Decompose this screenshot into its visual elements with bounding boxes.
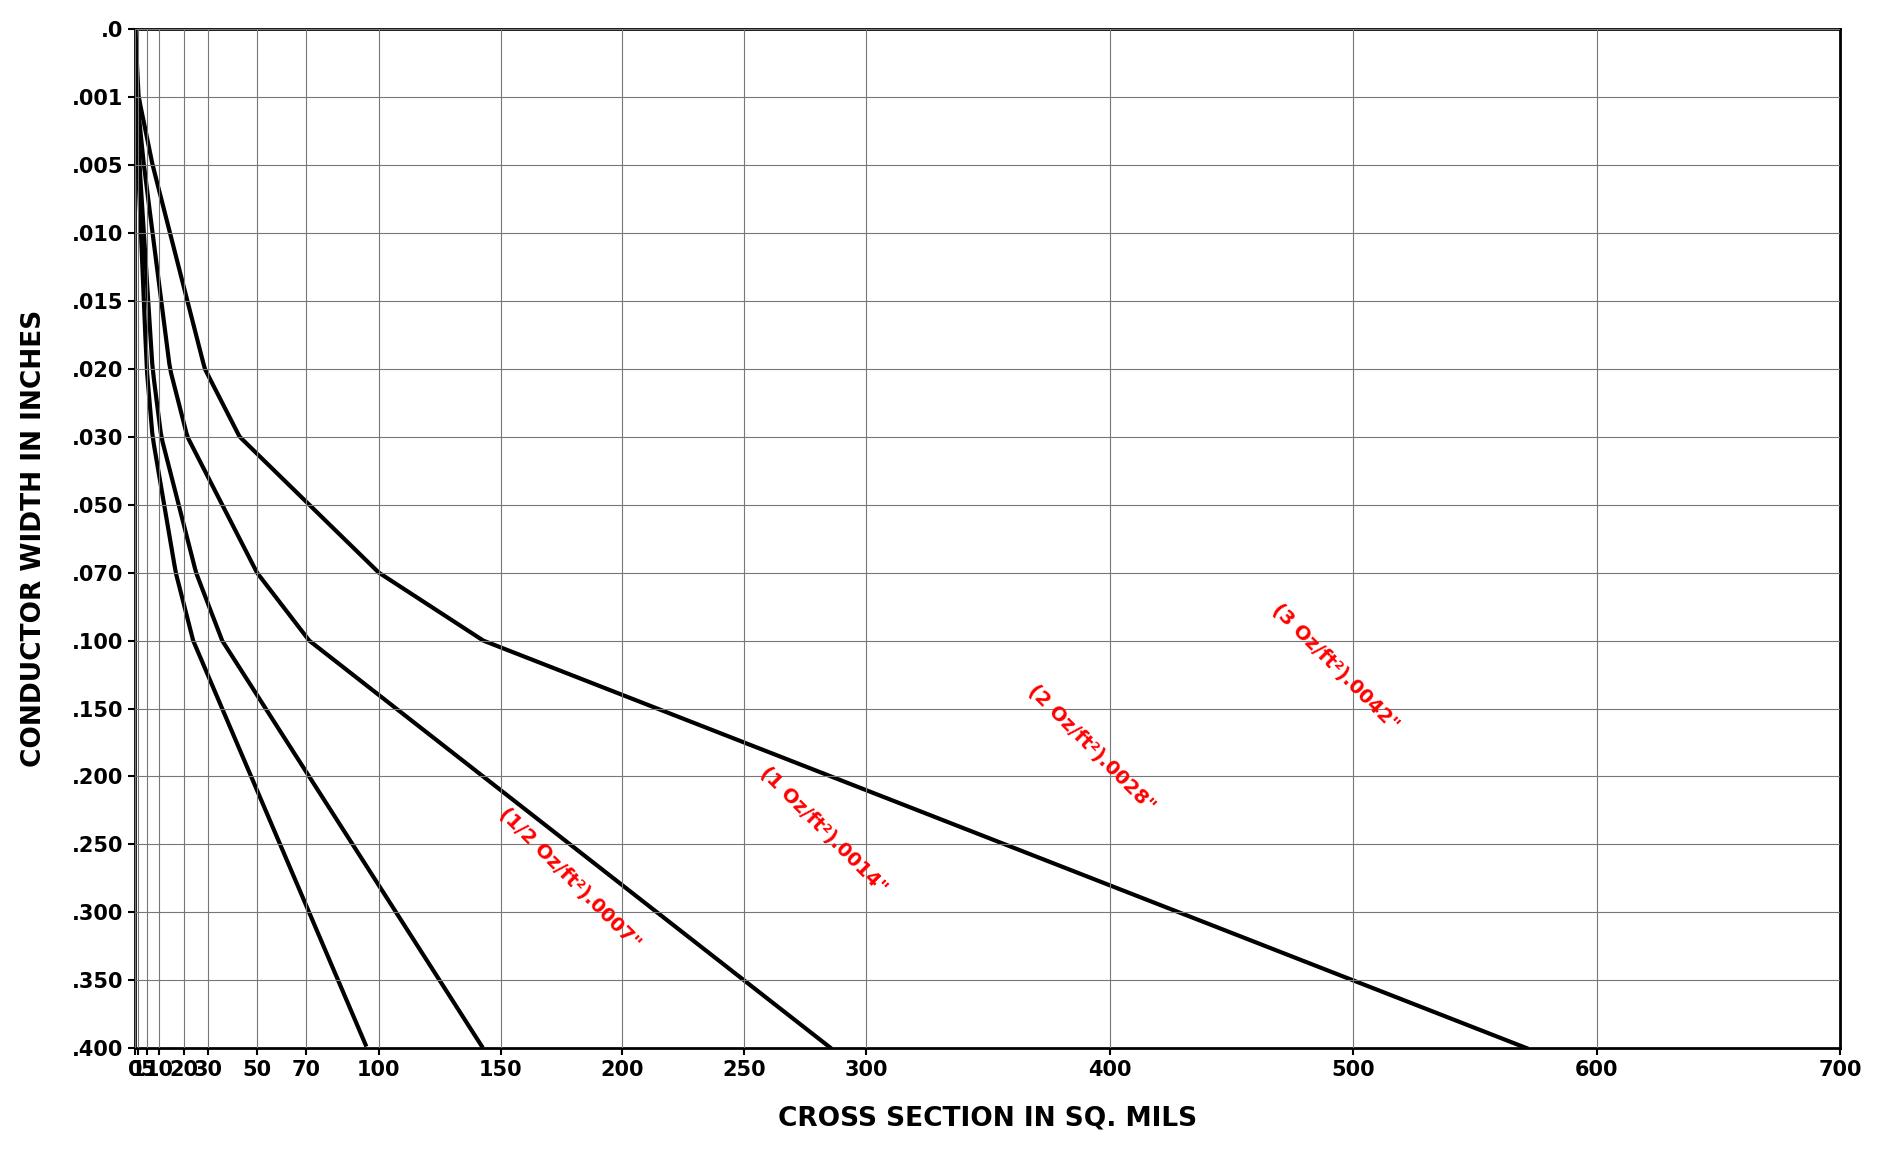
Text: (1 Oz/ft²).0014": (1 Oz/ft²).0014" <box>757 763 890 897</box>
X-axis label: CROSS SECTION IN SQ. MILS: CROSS SECTION IN SQ. MILS <box>777 1105 1197 1131</box>
Text: (3 Oz/ft²).0042": (3 Oz/ft²).0042" <box>1267 600 1402 734</box>
Text: (1/2 Oz/ft²).0007": (1/2 Oz/ft²).0007" <box>495 804 644 953</box>
Y-axis label: CONDUCTOR WIDTH IN INCHES: CONDUCTOR WIDTH IN INCHES <box>21 310 47 767</box>
Text: (2 Oz/ft²).0028": (2 Oz/ft²).0028" <box>1024 682 1157 816</box>
